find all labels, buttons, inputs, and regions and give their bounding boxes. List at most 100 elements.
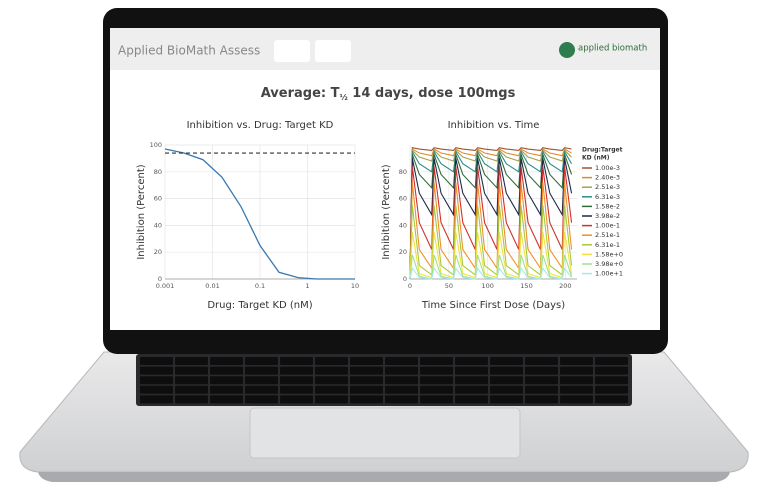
trackpad: [249, 407, 521, 459]
app-name: Applied BioMath Assess: [118, 44, 260, 58]
key: [560, 385, 593, 394]
key: [280, 385, 313, 394]
key: [280, 395, 313, 404]
key: [595, 357, 628, 365]
title-part: Average: T: [261, 86, 340, 101]
key: [560, 376, 593, 385]
legend-label: 3.98e-2: [595, 212, 620, 220]
series-line: [409, 147, 572, 280]
x-axis-label: Drug: Target KD (nM): [207, 300, 312, 311]
key: [350, 366, 383, 375]
key: [385, 376, 418, 385]
y-tick-label: 0: [403, 275, 407, 283]
key: [210, 366, 243, 375]
legend-title: KD (nM): [582, 155, 610, 162]
key: [595, 395, 628, 404]
page-title: Average: T½ 14 days, dose 100mgs: [261, 86, 516, 102]
x-tick-label: 200: [559, 282, 571, 290]
key: [420, 385, 453, 394]
key: [245, 366, 278, 375]
key: [175, 366, 208, 375]
key: [385, 395, 418, 404]
series-line: [409, 266, 573, 280]
data-line: [164, 148, 355, 280]
key: [595, 376, 628, 385]
key: [315, 385, 348, 394]
y-tick-label: 100: [150, 141, 162, 149]
key: [490, 376, 523, 385]
y-tick-label: 40: [399, 221, 407, 229]
chart-title: Inhibition vs. Drug: Target KD: [187, 120, 334, 131]
legend-label: 6.31e-3: [595, 193, 620, 201]
key: [560, 395, 593, 404]
key: [490, 366, 523, 375]
x-tick-label: 0.1: [255, 282, 265, 290]
key: [490, 357, 523, 365]
key: [350, 357, 383, 365]
x-tick-label: 0.01: [205, 282, 219, 290]
title-part: 14 days, dose 100mgs: [348, 86, 516, 101]
key: [350, 376, 383, 385]
key: [315, 357, 348, 365]
x-tick-label: 100: [481, 282, 493, 290]
key: [210, 395, 243, 404]
legend-label: 1.58e+0: [595, 250, 623, 258]
key: [245, 357, 278, 365]
y-tick-label: 60: [399, 195, 407, 203]
key: [280, 376, 313, 385]
header-button[interactable]: [315, 40, 351, 62]
header-button[interactable]: [274, 40, 310, 62]
key: [525, 376, 558, 385]
key: [245, 395, 278, 404]
series-line: [409, 166, 573, 280]
x-tick-label: 50: [445, 282, 453, 290]
key: [315, 395, 348, 404]
key: [245, 385, 278, 394]
legend-label: 1.58e-2: [595, 202, 620, 210]
series-line: [409, 205, 573, 280]
key: [280, 357, 313, 365]
key: [420, 366, 453, 375]
title-subscript: ½: [339, 92, 347, 102]
legend-label: 2.51e-1: [595, 231, 620, 239]
key: [385, 357, 418, 365]
key: [490, 385, 523, 394]
key: [385, 366, 418, 375]
logo-mark: [559, 42, 575, 58]
legend-label: 1.00e-3: [595, 164, 620, 172]
chart-title: Inhibition vs. Time: [448, 120, 540, 131]
legend-label: 1.00e-1: [595, 222, 620, 230]
key: [175, 385, 208, 394]
legend-label: 2.40e-3: [595, 174, 620, 182]
key: [595, 385, 628, 394]
key: [245, 376, 278, 385]
key: [560, 357, 593, 365]
x-tick-label: 10: [351, 282, 359, 290]
key: [525, 385, 558, 394]
key: [455, 366, 488, 375]
key: [420, 357, 453, 365]
x-axis-label: Time Since First Dose (Days): [421, 300, 565, 311]
key: [350, 395, 383, 404]
y-tick-label: 20: [399, 248, 407, 256]
key: [455, 395, 488, 404]
keys: [140, 357, 628, 404]
key: [455, 376, 488, 385]
key: [455, 357, 488, 365]
key: [525, 395, 558, 404]
key: [210, 385, 243, 394]
series-line: [409, 182, 573, 280]
key: [525, 357, 558, 365]
x-tick-label: 0.001: [156, 282, 175, 290]
key: [560, 366, 593, 375]
key: [420, 395, 453, 404]
laptop-edge: [38, 472, 730, 482]
y-tick-label: 60: [154, 195, 162, 203]
key: [455, 385, 488, 394]
series-line: [409, 232, 573, 280]
logo-text: applied biomath: [578, 44, 647, 54]
key: [490, 395, 523, 404]
series-line: [409, 254, 573, 280]
